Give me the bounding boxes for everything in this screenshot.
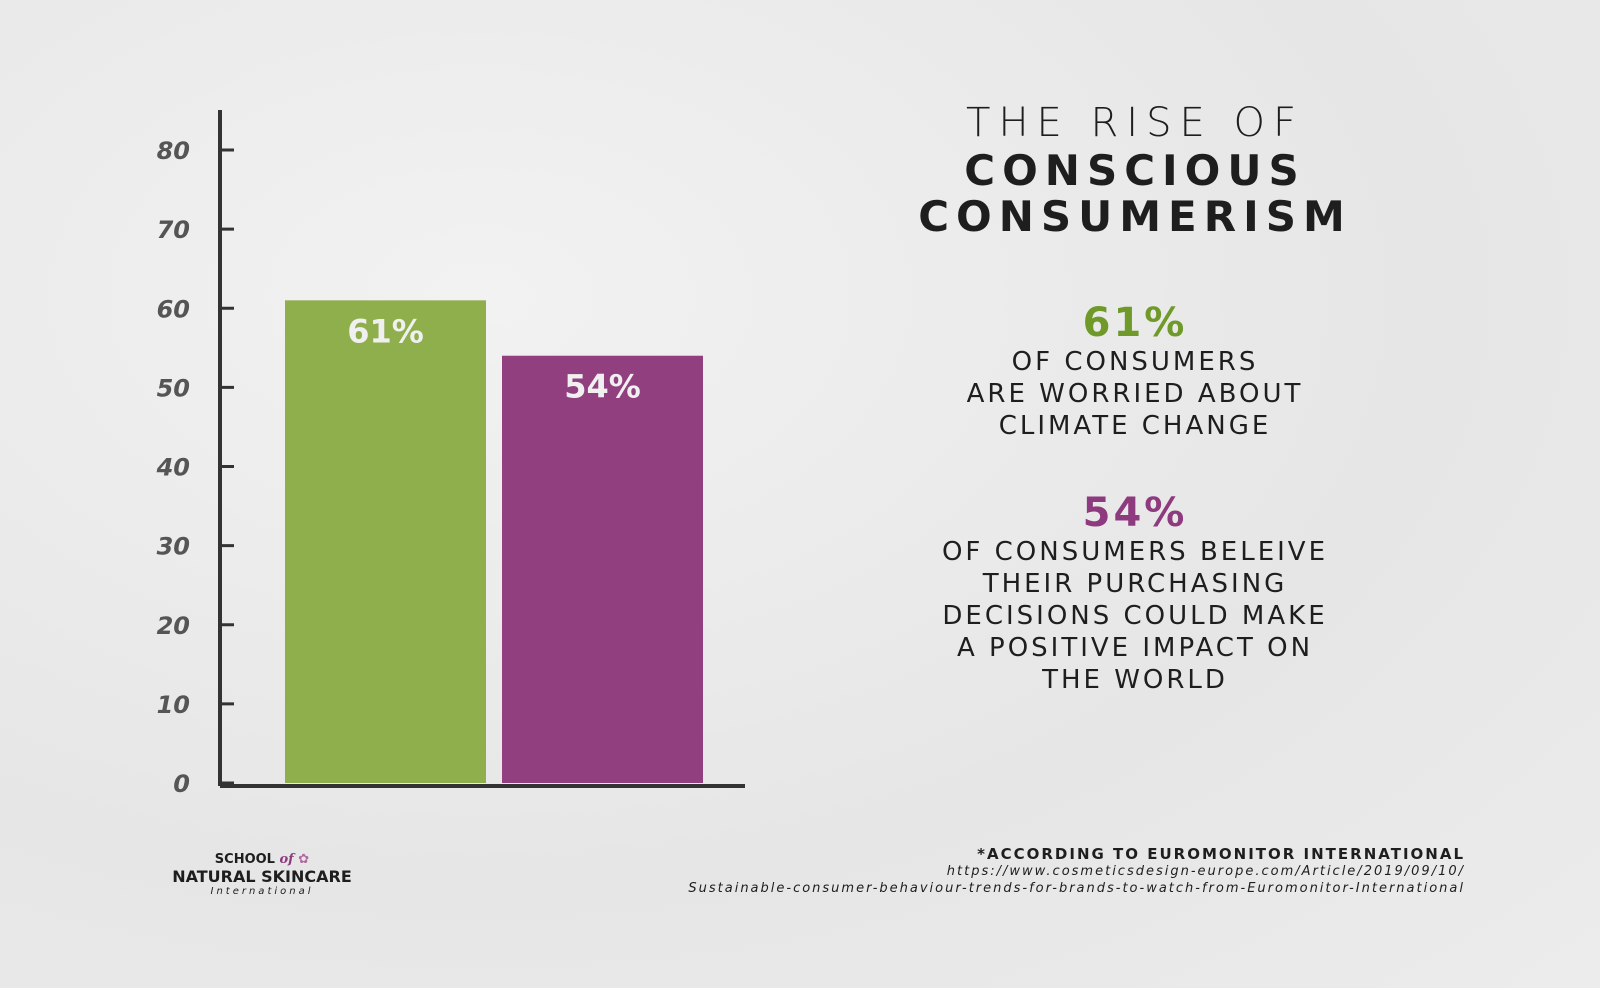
bar [285, 300, 486, 783]
source-url-1[interactable]: https://www.cosmeticsdesign-europe.com/A… [946, 864, 1465, 879]
y-tick-label: 30 [157, 533, 190, 561]
desc-line: A POSITIVE IMPACT ON [956, 633, 1314, 663]
stat-desc: OF CONSUMERS ARE WORRIED ABOUT CLIMATE C… [900, 346, 1370, 442]
source-note: *ACCORDING TO EUROMONITOR INTERNATIONAL [977, 845, 1465, 863]
source-url-2[interactable]: Sustainable-consumer-behaviour-trends-fo… [688, 881, 1465, 896]
y-tick-label: 70 [157, 216, 190, 244]
desc-line: ARE WORRIED ABOUT [966, 379, 1304, 409]
y-tick-label: 50 [157, 374, 190, 402]
logo-line-1: SCHOOL of ✿ [214, 852, 310, 867]
desc-line: THEIR PURCHASING [982, 569, 1288, 599]
desc-line: DECISIONS COULD MAKE [942, 601, 1328, 631]
desc-line: CLIMATE CHANGE [998, 411, 1272, 441]
y-tick-label: 10 [157, 691, 190, 719]
stat-value: 54% [1082, 490, 1188, 536]
title-line-1: THE RISE OF [966, 100, 1304, 146]
logo: SCHOOL of ✿ NATURAL SKINCARE Internation… [172, 852, 352, 897]
stat-block-2: 54% OF CONSUMERS BELEIVE THEIR PURCHASIN… [900, 490, 1370, 696]
y-tick-label: 80 [157, 137, 190, 165]
y-tick-label: 60 [157, 295, 190, 323]
title-line-2: CONSCIOUS CONSUMERISM [900, 148, 1370, 240]
y-tick-label: 20 [157, 612, 190, 640]
desc-line: THE WORLD [1042, 665, 1228, 695]
title-consumerism: CONSUMERISM [918, 192, 1352, 241]
stat-desc: OF CONSUMERS BELEIVE THEIR PURCHASING DE… [900, 536, 1370, 696]
desc-line: OF CONSUMERS BELEIVE [941, 537, 1329, 567]
stat-value: 61% [1082, 300, 1188, 346]
logo-line-2: NATURAL SKINCARE [172, 867, 352, 886]
bar-chart: 0 10 20 30 40 50 60 70 80 61% 54% [156, 110, 745, 798]
bar [502, 355, 703, 783]
title-conscious: CONSCIOUS [964, 146, 1306, 195]
bar-label: 61% [347, 312, 424, 350]
flower-icon: ✿ [298, 852, 310, 867]
logo-line-3: International [210, 886, 314, 897]
stat-block-1: 61% OF CONSUMERS ARE WORRIED ABOUT CLIMA… [900, 300, 1370, 442]
desc-line: OF CONSUMERS [1011, 347, 1259, 377]
y-tick-label: 0 [173, 770, 190, 798]
bar-label: 54% [564, 368, 641, 406]
y-tick-label: 40 [156, 454, 190, 482]
